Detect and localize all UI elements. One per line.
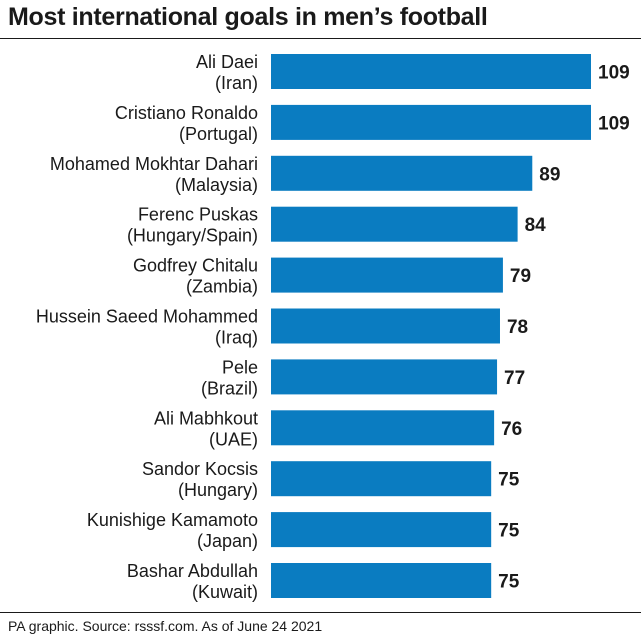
category-label-3: Ferenc Puskas (Hungary/Spain) (127, 205, 258, 246)
bar-2 (271, 155, 533, 191)
bar-0 (271, 54, 591, 89)
chart-title: Most international goals in men’s footba… (8, 3, 488, 31)
value-label-10: 75 (498, 572, 520, 593)
category-label-0: Ali Daei (Iran) (196, 52, 258, 93)
value-label-1: 109 (598, 113, 630, 134)
value-label-5: 78 (507, 317, 528, 338)
category-label-1: Cristiano Ronaldo (Portugal) (115, 103, 258, 144)
category-label-7: Ali Mabhkout (UAE) (154, 408, 258, 449)
value-label-3: 84 (525, 215, 547, 236)
top-divider (0, 38, 641, 39)
category-label-10: Bashar Abdullah (Kuwait) (127, 561, 258, 602)
category-label-5: Hussein Saeed Mohammed (Iraq) (36, 307, 258, 348)
category-label-8: Sandor Kocsis (Hungary) (142, 459, 258, 500)
bar-10 (271, 563, 492, 598)
value-label-9: 75 (498, 521, 520, 542)
value-label-4: 79 (510, 266, 531, 287)
category-label-2: Mohamed Mokhtar Dahari (Malaysia) (50, 154, 258, 195)
value-label-7: 76 (501, 419, 522, 440)
value-label-6: 77 (504, 368, 525, 389)
value-label-2: 89 (539, 164, 560, 185)
bar-1 (271, 104, 591, 140)
category-label-4: Godfrey Chitalu (Zambia) (133, 256, 258, 297)
bar-4 (271, 257, 503, 293)
source-note: PA graphic. Source: rsssf.com. As of Jun… (8, 618, 323, 634)
category-label-9: Kunishige Kamamoto (Japan) (87, 510, 258, 551)
bottom-divider (0, 612, 641, 613)
category-label-6: Pele (Brazil) (201, 357, 258, 398)
bar-6 (271, 359, 498, 395)
bar-5 (271, 308, 500, 344)
bar-7 (271, 410, 495, 446)
bar-3 (271, 206, 518, 242)
bar-9 (271, 512, 492, 548)
value-label-8: 75 (498, 470, 520, 491)
value-label-0: 109 (598, 63, 630, 84)
bar-8 (271, 461, 492, 497)
